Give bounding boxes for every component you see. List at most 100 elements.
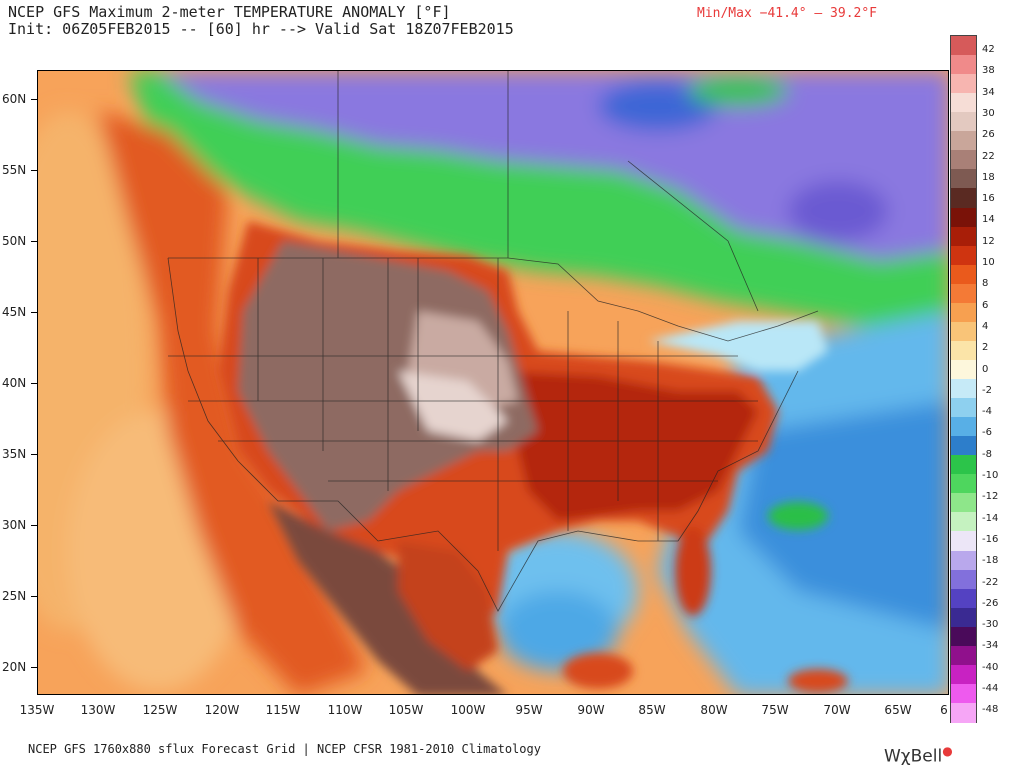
legend-swatch	[951, 321, 976, 342]
lat-tick	[31, 383, 37, 384]
legend-label: 38	[982, 65, 995, 77]
lat-label: 30N	[2, 518, 27, 532]
footer-source: NCEP GFS 1760x880 sflux Forecast Grid | …	[28, 742, 541, 756]
lat-label: 35N	[2, 447, 27, 461]
lon-label: 115W	[265, 703, 301, 717]
lon-label: 85W	[638, 703, 666, 717]
legend-label: -16	[982, 533, 999, 545]
legend-swatch	[951, 93, 976, 113]
legend-label: 26	[982, 129, 995, 141]
legend-swatch	[951, 626, 976, 647]
legend-label: -30	[982, 619, 999, 631]
legend-swatch	[951, 569, 976, 590]
lat-tick	[31, 525, 37, 526]
legend-label: 0	[982, 363, 989, 375]
brand-name: WχBell	[884, 746, 943, 767]
lon-label: 125W	[142, 703, 178, 717]
legend-label: 10	[982, 257, 995, 268]
legend-swatch	[951, 264, 976, 285]
legend-label: -4	[982, 406, 992, 418]
lat-tick	[31, 667, 37, 668]
lon-label: 110W	[327, 703, 363, 717]
lat-label: 50N	[2, 234, 27, 248]
legend-swatch	[951, 74, 976, 94]
legend-swatch	[951, 702, 976, 723]
lon-label: 75W	[761, 703, 789, 717]
lon-label: 135W	[19, 703, 55, 717]
lat-tick	[31, 170, 37, 171]
legend-swatch	[951, 550, 976, 571]
legend-swatch	[951, 664, 976, 685]
lat-label: 20N	[2, 660, 27, 674]
legend-swatch	[951, 169, 976, 190]
lon-label: 65W	[884, 703, 912, 717]
legend-label: 30	[982, 107, 995, 119]
legend-swatch	[951, 150, 976, 170]
legend-label: -6	[982, 427, 992, 439]
legend-swatch	[951, 436, 976, 456]
init-valid-line: Init: 06Z05FEB2015 -- [60] hr --> Valid …	[8, 20, 514, 38]
lon-label: 80W	[700, 703, 728, 717]
legend-swatch	[951, 512, 976, 533]
brand-dot-icon: ●	[942, 744, 953, 758]
lat-tick	[31, 454, 37, 455]
legend-swatch	[951, 398, 976, 418]
legend-swatch	[951, 379, 976, 399]
brand-logo: WχBell●	[884, 744, 953, 767]
legend-swatch	[951, 531, 976, 552]
legend-label: -18	[982, 555, 999, 567]
legend-label: 4	[982, 320, 989, 332]
legend-label: 2	[982, 342, 989, 354]
lon-label: 90W	[577, 703, 605, 717]
legend-swatch	[951, 455, 976, 475]
legend-label: 16	[982, 193, 995, 205]
lat-label: 40N	[2, 376, 27, 390]
legend-swatch	[951, 112, 976, 132]
legend-label: -34	[982, 640, 999, 652]
lat-tick	[31, 241, 37, 242]
legend-label: -44	[982, 683, 999, 694]
legend-label: 42	[982, 44, 995, 55]
color-scale-legend: 42 38 34 30 26 22 18 16 14 12 10 8 6 4 2 0 -2 -4 -6 -8 -10 -1…	[950, 35, 998, 723]
legend-swatch	[951, 245, 976, 266]
legend-label: 22	[982, 150, 995, 162]
legend-swatch	[951, 283, 976, 304]
lat-tick	[31, 99, 37, 100]
legend-swatch	[951, 131, 976, 151]
legend-swatch	[951, 493, 976, 513]
legend-swatch	[951, 588, 976, 609]
legend-swatch	[951, 302, 976, 323]
legend-label: -14	[982, 512, 999, 524]
lat-label: 45N	[2, 305, 27, 319]
legend-swatch	[951, 226, 976, 247]
legend-swatch	[951, 645, 976, 666]
legend-label: 14	[982, 214, 995, 226]
legend-label: -12	[982, 491, 999, 503]
legend-label: 34	[982, 86, 995, 98]
legend-swatch	[951, 36, 976, 56]
legend-swatch	[951, 55, 976, 75]
legend-label: 8	[982, 278, 989, 290]
legend-swatch	[951, 683, 976, 704]
legend-label: -10	[982, 470, 999, 481]
lat-label: 55N	[2, 163, 27, 177]
legend-swatch	[951, 188, 976, 209]
legend-swatch	[951, 340, 976, 361]
lon-label: 6	[940, 703, 948, 717]
min-max-label: Min/Max −41.4° – 39.2°F	[697, 6, 878, 21]
lon-label: 70W	[823, 703, 851, 717]
legend-label: 6	[982, 299, 989, 311]
legend-label: -48	[982, 704, 999, 716]
chart-title: NCEP GFS Maximum 2-meter TEMPERATURE ANO…	[8, 3, 451, 21]
lat-tick	[31, 596, 37, 597]
anomaly-map	[37, 70, 949, 695]
lon-label: 120W	[204, 703, 240, 717]
legend-swatch	[951, 359, 976, 380]
legend-swatch	[951, 474, 976, 494]
legend-label: -8	[982, 448, 992, 460]
legend-label: -26	[982, 597, 999, 609]
legend-label: 18	[982, 171, 995, 183]
lon-label: 105W	[388, 703, 424, 717]
lon-label: 130W	[80, 703, 116, 717]
legend-label: -40	[982, 661, 999, 673]
